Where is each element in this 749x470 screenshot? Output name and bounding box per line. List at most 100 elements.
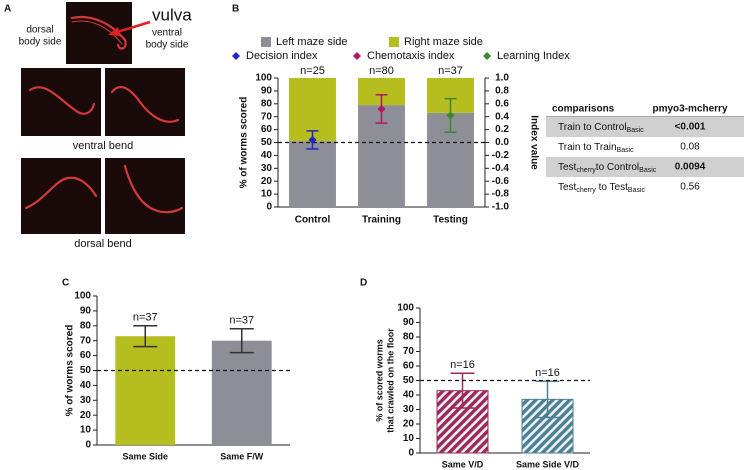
y-tick-label: 10 [80, 425, 92, 436]
table-cell-part: Basic [628, 187, 646, 194]
bar [211, 340, 272, 445]
y-tick-label: 50 [261, 137, 273, 148]
table-cell: Train to ControlBasic [558, 122, 644, 135]
worm [28, 86, 96, 115]
bar-label: n=16 [535, 367, 560, 379]
y-tick-label: 30 [261, 163, 273, 174]
y-tick-label: 10 [403, 433, 415, 444]
table-row-bg [546, 117, 744, 137]
table-header: comparisons [552, 104, 615, 115]
y-tick-label: 70 [403, 346, 415, 357]
table-cell: 0.0094 [675, 162, 706, 173]
table-cell-part: Basic [639, 167, 657, 174]
bar-label: n=80 [369, 65, 394, 77]
y-tick-label: 90 [261, 86, 273, 97]
table-cell-part: Train to Control [558, 122, 627, 133]
y2-tick-label: 0.6 [495, 98, 509, 109]
label: vulva [152, 5, 192, 24]
index-marker [377, 104, 386, 113]
y-tick-label: 60 [80, 350, 92, 361]
label: dorsal [26, 25, 53, 36]
table-cell-part: Test [558, 162, 577, 173]
label: body side [146, 40, 189, 51]
table-cell: Train to TrainBasic [558, 142, 634, 155]
y-tick-label: 80 [80, 320, 92, 331]
table: comparisons pmyo3-mcherry Train to Control… [546, 104, 744, 195]
y2-tick-label: -0.2 [492, 150, 510, 161]
worm-image [105, 68, 185, 136]
y-tick-label: 40 [403, 390, 415, 401]
worm [24, 176, 98, 210]
x-tick-label: Same Side [122, 451, 168, 461]
y-tick-label: 0 [266, 202, 272, 213]
table-cell-part: Basic [617, 147, 635, 154]
y-tick-label: 50 [80, 365, 92, 376]
y-tick-label: 50 [403, 375, 415, 386]
chart: D 0 10 20 30 40 50 60 70 80 90 100 % of scored worms… [360, 278, 590, 469]
panel-a: A dorsal body side vulva ventral body si… [4, 2, 192, 250]
legend-marker [353, 52, 361, 60]
worm [71, 20, 123, 45]
label: ventral [152, 28, 182, 39]
y-tick-label: 0 [408, 448, 414, 459]
y2-tick-label: -0.6 [492, 176, 510, 187]
y-tick-label: 20 [403, 419, 415, 430]
index-marker [308, 135, 317, 144]
bar-label: n=25 [300, 65, 325, 77]
y-axis-title: % of scored worms [374, 339, 384, 422]
y-axis-title: % of worms scored [65, 325, 76, 417]
caption: dorsal bend [74, 238, 132, 250]
x-tick-label: Testing [433, 215, 468, 226]
table-cell: 0.08 [680, 142, 700, 153]
worm-image [66, 2, 132, 64]
arrow [113, 20, 151, 35]
panel-letter: C [62, 278, 69, 289]
legend-swatch [389, 37, 399, 47]
y-tick-label: 100 [74, 291, 91, 302]
y-tick-label: 60 [261, 124, 273, 135]
y2-tick-label: 1.0 [495, 73, 509, 84]
index-marker [446, 111, 455, 120]
y-tick-label: 30 [403, 404, 415, 415]
y2-tick-label: -1.0 [492, 202, 510, 213]
table-cell: 0.56 [680, 182, 700, 193]
table-cell-part: Test [558, 182, 577, 193]
x-tick-label: Same V/D [442, 459, 484, 469]
y-tick-label: 20 [261, 176, 273, 187]
x-tick-label: Same Side V/D [516, 459, 580, 469]
y-tick-label: 70 [80, 335, 92, 346]
worm-image [21, 68, 101, 136]
legend-label: Learning Index [497, 50, 570, 62]
x-tick-label: Same F/W [220, 451, 264, 461]
bar [115, 336, 176, 445]
table-cell: Testcherry to TestBasic [558, 182, 645, 195]
y-tick-label: 90 [80, 306, 92, 317]
legend-swatch [261, 37, 271, 47]
chart: C 0 10 20 30 40 50 60 70 80 90 100 % of worms scored… [62, 278, 290, 461]
y-axis-title: that crawled on the floor [385, 328, 395, 433]
y2-tick-label: 0.8 [495, 86, 509, 97]
legend-marker [232, 52, 240, 60]
y-tick-label: 100 [397, 303, 414, 314]
label: body side [19, 37, 62, 48]
y-tick-label: 70 [261, 111, 273, 122]
panel-letter: D [360, 278, 367, 289]
y2-tick-label: 0.0 [495, 137, 509, 148]
bar-label: n=37 [438, 65, 463, 77]
worm [110, 85, 180, 123]
worm-image [105, 158, 185, 234]
bar-label: n=37 [133, 312, 158, 324]
y-tick-label: 10 [261, 189, 273, 200]
y-tick-label: 30 [80, 395, 92, 406]
y-tick-label: 60 [403, 361, 415, 372]
bar-label: n=37 [229, 315, 254, 327]
legend-label: Left maze side [276, 36, 348, 48]
y-tick-label: 0 [85, 440, 91, 451]
bar-label: n=16 [450, 359, 475, 371]
table-cell-part: to Control [596, 162, 639, 173]
arrow-head [108, 27, 120, 36]
y-tick-label: 20 [80, 410, 92, 421]
legend-label: Chemotaxis index [367, 50, 455, 62]
